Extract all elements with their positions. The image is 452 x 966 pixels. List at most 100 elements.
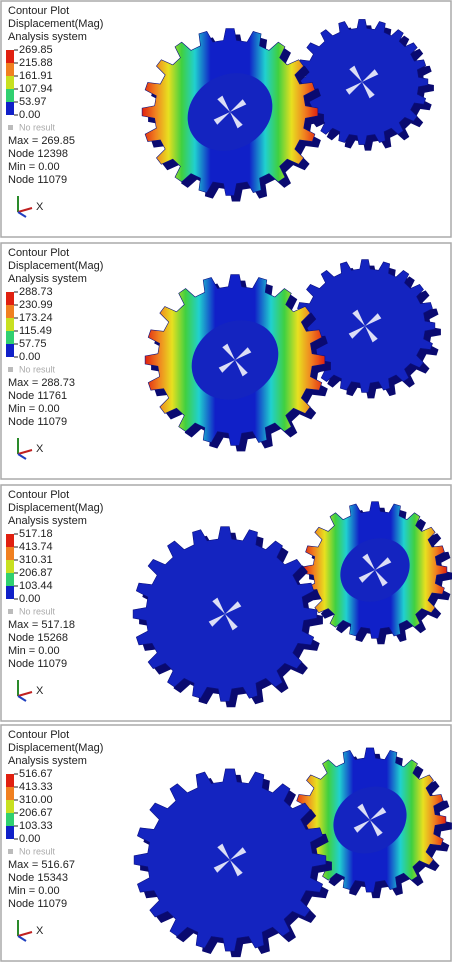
axis-z xyxy=(17,453,27,460)
legend-label: 0.00 xyxy=(19,351,40,363)
gear-center xyxy=(225,614,238,631)
legend-label: 103.44 xyxy=(19,580,53,592)
result-type: Displacement(Mag) xyxy=(8,502,103,514)
axis-x-label: X xyxy=(36,685,44,697)
axis-x xyxy=(17,207,33,213)
result-type: Displacement(Mag) xyxy=(8,260,103,272)
min-node: Node 11079 xyxy=(8,658,67,670)
gear-center xyxy=(375,557,392,570)
legend-band xyxy=(6,547,14,560)
max-node: Node 15343 xyxy=(8,872,68,884)
gear-center xyxy=(353,820,370,833)
legend-band xyxy=(6,63,14,76)
gear-center xyxy=(365,326,378,343)
legend-band xyxy=(6,787,14,800)
legend-label: 115.49 xyxy=(19,325,52,337)
legend-band xyxy=(6,826,14,839)
gear-center xyxy=(370,820,383,837)
legend-band xyxy=(6,318,14,331)
no-result: No result xyxy=(19,364,56,374)
gear-center xyxy=(352,309,365,326)
legend-label: 173.24 xyxy=(19,312,53,324)
legend-label: 103.33 xyxy=(19,820,53,832)
gear-center xyxy=(222,343,235,360)
legend-band xyxy=(6,102,14,115)
legend-band xyxy=(6,774,14,787)
legend-label: 215.88 xyxy=(19,57,53,69)
no-result-swatch xyxy=(8,849,13,854)
gear-center xyxy=(230,112,243,129)
gear-center xyxy=(217,843,230,860)
gear-center xyxy=(358,570,375,583)
gear-center xyxy=(230,99,247,112)
axis-z xyxy=(17,695,27,702)
gear-center xyxy=(225,601,242,614)
plot-title: Contour Plot xyxy=(8,247,69,259)
gear-center xyxy=(213,860,230,873)
result-type: Displacement(Mag) xyxy=(8,18,103,30)
no-result: No result xyxy=(19,122,56,132)
axis-x xyxy=(17,931,33,937)
legend-band xyxy=(6,586,14,599)
legend-label: 413.33 xyxy=(19,781,53,793)
gear-center xyxy=(370,807,387,820)
min-value: Min = 0.00 xyxy=(8,403,60,415)
system-label: Analysis system xyxy=(8,755,87,767)
plot-title: Contour Plot xyxy=(8,489,69,501)
axis-x xyxy=(17,691,33,697)
min-node: Node 11079 xyxy=(8,174,67,186)
system-label: Analysis system xyxy=(8,273,87,285)
gear-center xyxy=(230,860,243,877)
legend-band xyxy=(6,800,14,813)
gear-center xyxy=(230,847,247,860)
legend-label: 517.18 xyxy=(19,528,53,540)
no-result: No result xyxy=(19,606,56,616)
gear-center xyxy=(357,803,370,820)
min-value: Min = 0.00 xyxy=(8,645,60,657)
gear-center xyxy=(213,112,230,125)
legend-band xyxy=(6,813,14,826)
min-node: Node 11079 xyxy=(8,416,67,428)
legend-label: 310.00 xyxy=(19,794,53,806)
gear-center xyxy=(345,82,362,95)
legend-label: 288.73 xyxy=(19,286,53,298)
max-node: Node 12398 xyxy=(8,148,68,160)
legend-label: 57.75 xyxy=(19,338,47,350)
no-result-swatch xyxy=(8,125,13,130)
gear-center xyxy=(217,95,230,112)
gear-center xyxy=(349,65,362,82)
gear-center xyxy=(362,69,379,82)
max-value: Max = 288.73 xyxy=(8,377,75,389)
max-node: Node 15268 xyxy=(8,632,68,644)
gear-center xyxy=(375,570,388,587)
legend-label: 206.87 xyxy=(19,567,53,579)
gear-center xyxy=(362,82,375,99)
gear-center xyxy=(208,614,225,627)
gear-center xyxy=(235,360,248,377)
axis-x xyxy=(17,449,33,455)
legend-band xyxy=(6,305,14,318)
legend-label: 107.94 xyxy=(19,83,53,95)
legend-label: 0.00 xyxy=(19,833,40,845)
system-label: Analysis system xyxy=(8,515,87,527)
max-value: Max = 516.67 xyxy=(8,859,75,871)
legend-label: 413.74 xyxy=(19,541,53,553)
gear-center xyxy=(235,347,252,360)
system-label: Analysis system xyxy=(8,31,87,43)
plot-title: Contour Plot xyxy=(8,5,69,17)
max-value: Max = 517.18 xyxy=(8,619,75,631)
legend-band xyxy=(6,344,14,357)
max-value: Max = 269.85 xyxy=(8,135,75,147)
axis-x-label: X xyxy=(36,925,44,937)
no-result-swatch xyxy=(8,609,13,614)
max-node: Node 11761 xyxy=(8,390,67,402)
axis-z xyxy=(17,935,27,942)
legend-label: 230.99 xyxy=(19,299,53,311)
min-value: Min = 0.00 xyxy=(8,885,60,897)
legend-label: 53.97 xyxy=(19,96,47,108)
